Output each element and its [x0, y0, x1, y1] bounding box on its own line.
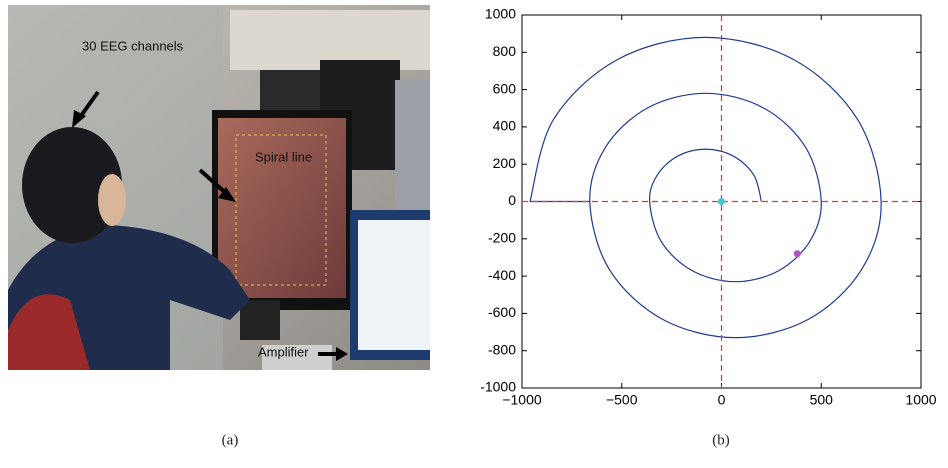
y-tick-label: 400 — [493, 118, 517, 134]
caption: (b) — [712, 432, 730, 448]
caption: (a) — [222, 432, 239, 448]
y-tick-label: -400 — [488, 267, 516, 283]
photo-screen — [218, 118, 346, 298]
photo-screen2 — [358, 220, 430, 350]
y-tick-label: -1000 — [480, 379, 516, 395]
photo-face — [98, 174, 126, 226]
annotation: 30 EEG channels — [82, 38, 184, 53]
y-tick-label: -600 — [488, 304, 516, 320]
annotation: Amplifier — [258, 344, 309, 359]
y-tick-label: 1000 — [485, 6, 516, 22]
x-tick-label: 1000 — [905, 392, 936, 408]
y-tick-label: 600 — [493, 80, 517, 96]
annotation: Spiral line — [255, 149, 312, 164]
figure: 30 EEG channels Spiral line Amplifier (a… — [0, 0, 948, 463]
photo-stand — [240, 300, 280, 340]
y-tick-label: 800 — [493, 43, 517, 59]
point — [794, 250, 801, 257]
x-tick-label: 0 — [718, 392, 726, 408]
point — [718, 198, 725, 205]
x-tick-label: 500 — [810, 392, 834, 408]
y-tick-label: 0 — [508, 192, 516, 208]
y-tick-label: 200 — [493, 155, 517, 171]
photo-pc-case — [395, 80, 430, 220]
photo: 30 EEG channels Spiral line Amplifier — [8, 5, 430, 370]
y-tick-label: -800 — [488, 341, 516, 357]
y-tick-label: -200 — [488, 230, 516, 246]
x-tick-label: −500 — [606, 392, 638, 408]
